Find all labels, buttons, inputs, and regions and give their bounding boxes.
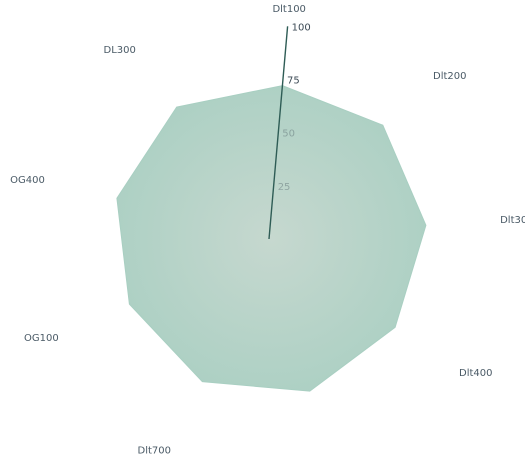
series-area (117, 86, 426, 392)
tick-label-75: 75 (287, 76, 300, 87)
category-label-og100: OG100 (24, 333, 59, 344)
tick-label-50: 50 (282, 129, 295, 140)
category-label-dlt100: Dlt100 (272, 4, 306, 15)
category-label-dlt300: Dlt300 (500, 215, 525, 226)
series-layer (117, 86, 426, 392)
category-label-dlt700: Dlt700 (138, 445, 172, 456)
category-label-og400: OG400 (10, 175, 45, 186)
tick-label-25: 25 (278, 182, 291, 193)
category-label-dlt200: Dlt200 (433, 71, 467, 82)
category-label-dlt400: Dlt400 (459, 368, 493, 379)
category-label-dl300: DL300 (104, 45, 136, 56)
tick-label-100: 100 (292, 22, 311, 33)
